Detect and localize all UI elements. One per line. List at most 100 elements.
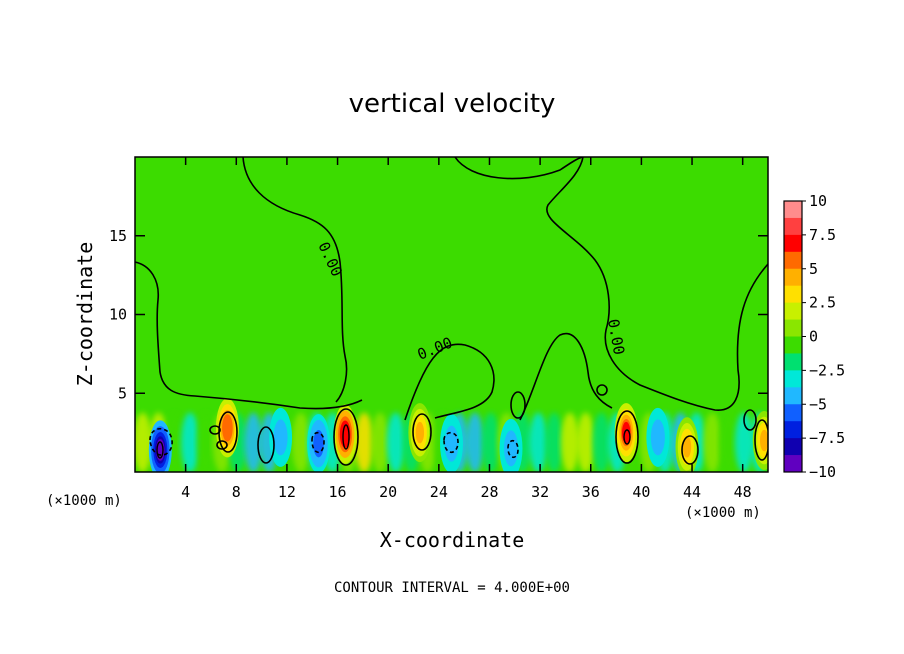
colorbar-label-9: −10 [809, 463, 836, 481]
x-tick-label-32: 32 [531, 483, 549, 501]
plot-area: 0.00 0.00 0.00 [134, 156, 769, 473]
band-cell-26 [529, 412, 548, 472]
x-tick-label-24: 24 [430, 483, 448, 501]
colorbar-segment-3 [784, 234, 802, 253]
x-tick-label-20: 20 [379, 483, 397, 501]
peak-core-1 [342, 424, 350, 450]
colorbar-segment-11 [784, 370, 802, 388]
band-cell-38 [719, 412, 738, 472]
colorbar-label-5: 0 [809, 328, 818, 346]
contour-dashed-4 [507, 439, 519, 459]
contour-cell-7 [257, 426, 275, 464]
x-tick-label-48: 48 [734, 483, 752, 501]
velocity-cell-9-ring-5 [447, 432, 456, 455]
contour-zero-right [546, 157, 768, 411]
colorbar-segment-7 [784, 302, 802, 321]
x-tick-label-4: 4 [181, 483, 190, 501]
x-tick-label-36: 36 [582, 483, 600, 501]
chart-title: vertical velocity [349, 89, 556, 119]
band-cell-28 [560, 412, 579, 472]
x-unit-left: (×1000 m) [46, 493, 122, 509]
colorbar-segment-4 [784, 251, 802, 270]
colorbar-segment-13 [784, 404, 802, 422]
contour-zero-left [242, 157, 348, 403]
contour-cell-9 [743, 409, 757, 431]
y-tick-label-5: 5 [118, 384, 127, 402]
contour-cell-5 [681, 435, 699, 465]
band-cell-11 [291, 412, 310, 472]
colorbar-segment-6 [784, 285, 802, 304]
band-cell-5 [196, 412, 215, 472]
colorbar-segment-2 [784, 217, 802, 236]
colorbar-segment-15 [784, 438, 802, 456]
colorbar-segment-10 [784, 353, 802, 371]
y-axis: 5 10 15 [109, 227, 768, 402]
y-tick-label-10: 10 [109, 306, 127, 324]
colorbar-label-6: −2.5 [809, 361, 845, 379]
peak-core-3 [156, 441, 164, 459]
colorbar-label-1: 10 [809, 192, 827, 210]
band-cell-37 [703, 412, 722, 472]
x-tick-label-28: 28 [480, 483, 498, 501]
colorbar: 10 7.5 5 2.5 0 −2.5 −5 −7.5 −10 [783, 192, 845, 481]
contour-cell-11 [209, 425, 221, 435]
contour-cell-8 [510, 391, 526, 419]
contour-cell-3 [615, 410, 639, 464]
x-tick-label-8: 8 [232, 483, 241, 501]
colorbar-label-3: 5 [809, 260, 818, 278]
velocity-cell-12-ring-5 [653, 426, 663, 449]
contour-zero-mid [404, 343, 495, 421]
colorbar-label-7: −5 [809, 395, 827, 413]
band-cell-39 [734, 412, 753, 472]
peak-core-2 [623, 429, 631, 445]
contour-cell-10 [596, 384, 608, 396]
x-tick-label-40: 40 [632, 483, 650, 501]
velocity-cell-2-ring-5 [223, 417, 232, 439]
contour-dashed-1 [149, 427, 173, 456]
x-axis: 4 8 12 16 20 24 28 32 36 40 44 48 [181, 157, 752, 501]
contour-dashed-3 [443, 431, 459, 454]
peak-cores [156, 424, 631, 459]
x-unit-right: (×1000 m) [685, 505, 761, 521]
contour-cell-6 [754, 419, 768, 461]
colorbar-segment-8 [784, 319, 802, 337]
velocity-cell-11-ring-5 [276, 426, 285, 449]
colorbar-label-8: −7.5 [809, 429, 845, 447]
band-cell-4 [181, 412, 200, 472]
colorbar-label-2: 7.5 [809, 226, 836, 244]
band-cell-8 [244, 412, 263, 472]
band-cell-22 [465, 412, 484, 472]
band-cell-23 [481, 412, 500, 472]
colorbar-segment-12 [784, 387, 802, 405]
colorbar-segment-14 [784, 421, 802, 439]
contour-zero-leftedge [135, 261, 363, 410]
x-tick-label-44: 44 [683, 483, 701, 501]
contour-zero-arch [519, 332, 613, 421]
colorbar-segment-5 [784, 268, 802, 287]
band-cell-1 [135, 412, 152, 472]
velocity-field [135, 398, 768, 472]
velocity-cell-8-ring-5 [314, 432, 323, 455]
contour-cell-2 [333, 408, 359, 466]
y-axis-label: Z-coordinate [73, 242, 97, 387]
band-cell-27 [545, 412, 564, 472]
colorbar-segment-16 [784, 455, 802, 473]
contour-interval-note: CONTOUR INTERVAL = 4.000E+00 [334, 580, 570, 596]
colorbar-segment-9 [784, 336, 802, 354]
band-cell-17 [386, 412, 405, 472]
contour-label-3: 0.00 [604, 318, 628, 357]
colorbar-label-4: 2.5 [809, 294, 836, 312]
colorbar-segment-1 [784, 201, 802, 219]
y-tick-label-15: 15 [109, 227, 127, 245]
band-cell-15 [355, 412, 374, 472]
velocity-cell-7-ring-5 [760, 429, 768, 452]
band-cell-30 [592, 412, 611, 472]
contour-lines [135, 157, 768, 466]
contour-zero-top [454, 157, 584, 180]
x-tick-label-12: 12 [278, 483, 296, 501]
velocity-cell-6-ring-5 [682, 436, 692, 458]
x-tick-label-16: 16 [329, 483, 347, 501]
band-cell-16 [370, 412, 389, 472]
contour-cell-4 [412, 413, 432, 451]
